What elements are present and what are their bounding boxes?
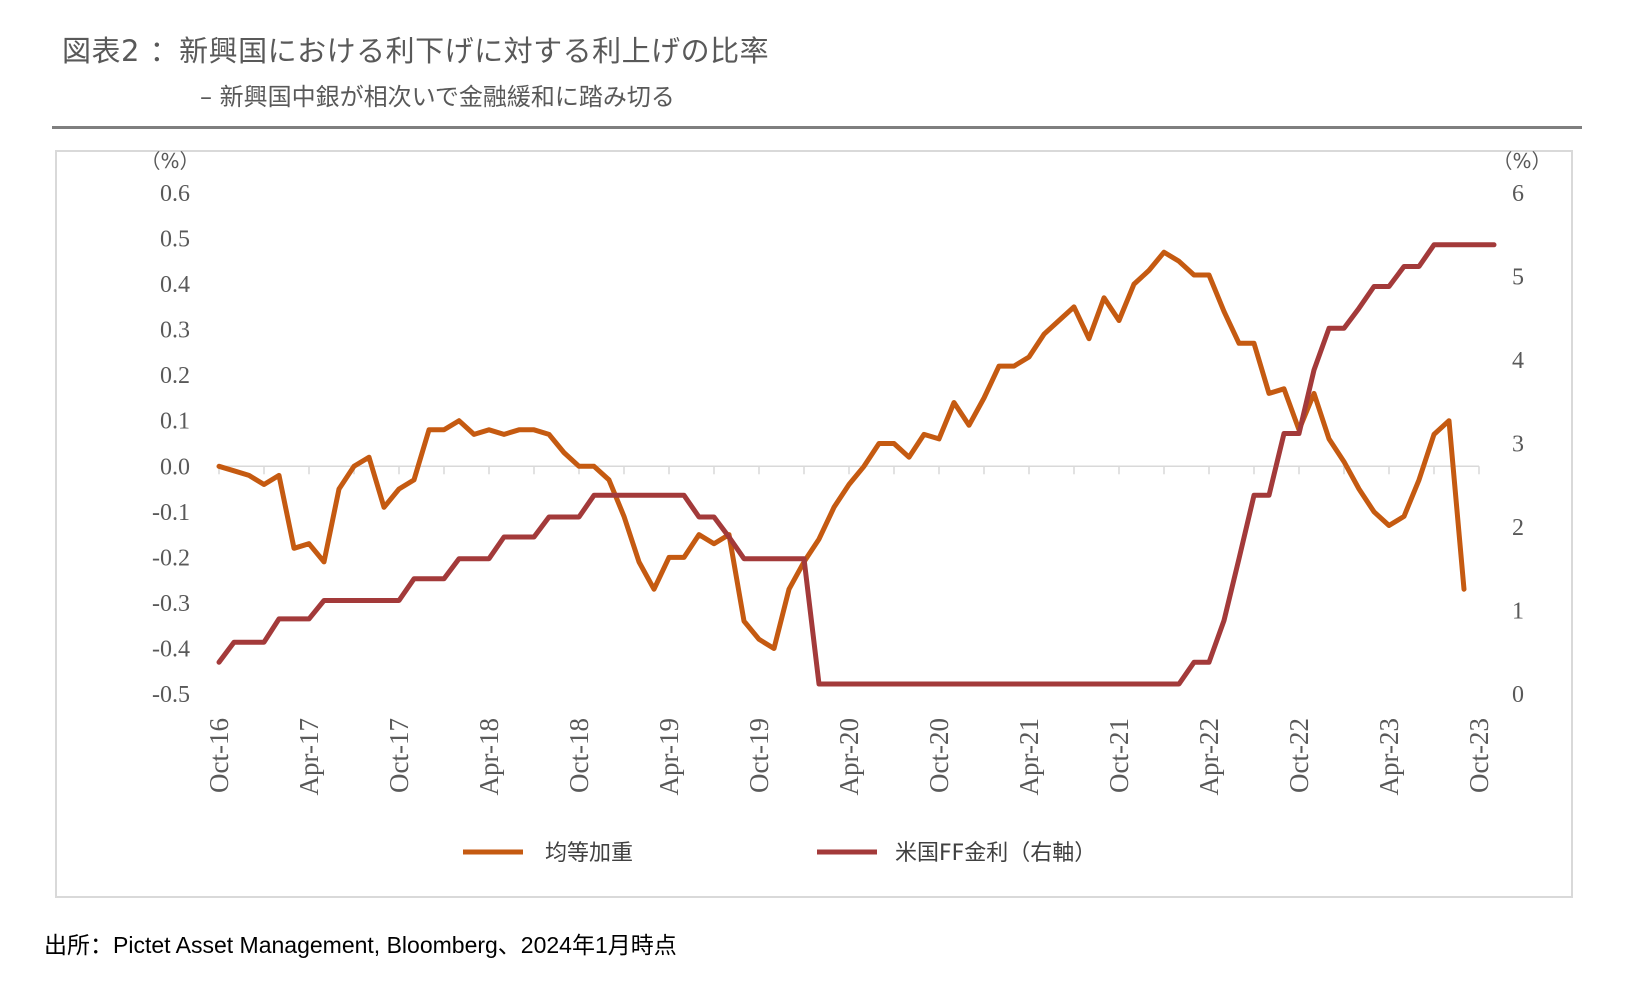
left-tick-label: 0.4 <box>160 272 190 298</box>
series-layer <box>216 242 1497 687</box>
right-axis: 0 1 2 3 4 5 6 <box>1512 181 1524 708</box>
left-tick-label: 0.3 <box>160 318 190 344</box>
x-tick-label: Apr-22 <box>1194 718 1224 795</box>
right-tick-label: 6 <box>1512 181 1524 207</box>
right-tick-label: 5 <box>1512 265 1524 291</box>
x-tick-label: Apr-20 <box>834 718 864 795</box>
left-axis-unit: （%） <box>140 149 199 173</box>
title-divider <box>52 126 1582 129</box>
left-tick-label: 0.1 <box>160 409 190 435</box>
left-axis: -0.5 -0.4 -0.3 -0.2 -0.1 0.0 0.1 0.2 0.3 0.4 0.5 0.… <box>152 181 190 708</box>
right-tick-label: 0 <box>1512 682 1524 708</box>
x-tick-label: Apr-17 <box>294 718 324 795</box>
legend-label-fed-funds: 米国FF金利（右軸） <box>895 841 1096 866</box>
series-line-fed-funds <box>216 242 1497 687</box>
legend: 均等加重 米国FF金利（右軸） <box>463 841 1096 866</box>
left-tick-label: 0.5 <box>160 227 190 253</box>
right-tick-label: 2 <box>1512 515 1524 541</box>
x-tick-label: Apr-23 <box>1374 718 1404 795</box>
x-tick-label: Oct-18 <box>564 718 594 793</box>
right-tick-label: 4 <box>1512 348 1524 374</box>
series-line-equal-weight <box>216 249 1467 651</box>
figure-subtitle: – 新興国中銀が相次いで金融緩和に踏み切る <box>200 83 675 111</box>
left-tick-label: 0.2 <box>160 363 190 389</box>
source-note: 出所：Pictet Asset Management, Bloomberg、20… <box>44 932 677 958</box>
chart-frame <box>55 150 1573 898</box>
left-tick-label: -0.4 <box>152 636 190 662</box>
x-tick-label: Apr-18 <box>474 718 504 795</box>
x-tick-label: Apr-21 <box>1014 718 1044 795</box>
x-tick-label: Oct-16 <box>204 718 234 793</box>
x-tick-label: Apr-19 <box>654 718 684 795</box>
left-tick-label: -0.1 <box>152 500 190 526</box>
right-tick-label: 1 <box>1512 599 1524 625</box>
figure-title: 図表2 ：新興国における利下げに対する利上げの比率 <box>62 34 770 68</box>
x-tick-label: Oct-22 <box>1284 718 1314 793</box>
legend-label-equal-weight: 均等加重 <box>545 841 633 866</box>
x-tick-label: Oct-21 <box>1104 718 1134 793</box>
x-tick-label: Oct-17 <box>384 718 414 793</box>
x-tick-label: Oct-19 <box>744 718 774 793</box>
x-tick-label: Oct-23 <box>1464 718 1494 793</box>
x-axis: Oct-16 Apr-17 Oct-17 Apr-18 Oct-18 Apr-19 Oct-… <box>204 466 1494 795</box>
x-tick-label: Oct-20 <box>924 718 954 793</box>
left-tick-label: -0.3 <box>152 591 190 617</box>
left-tick-label: 0.6 <box>160 181 190 207</box>
right-tick-label: 3 <box>1512 432 1524 458</box>
right-axis-unit: （%） <box>1492 149 1551 173</box>
left-tick-label: 0.0 <box>160 454 190 480</box>
left-tick-label: -0.5 <box>152 682 190 708</box>
left-tick-label: -0.2 <box>152 545 190 571</box>
